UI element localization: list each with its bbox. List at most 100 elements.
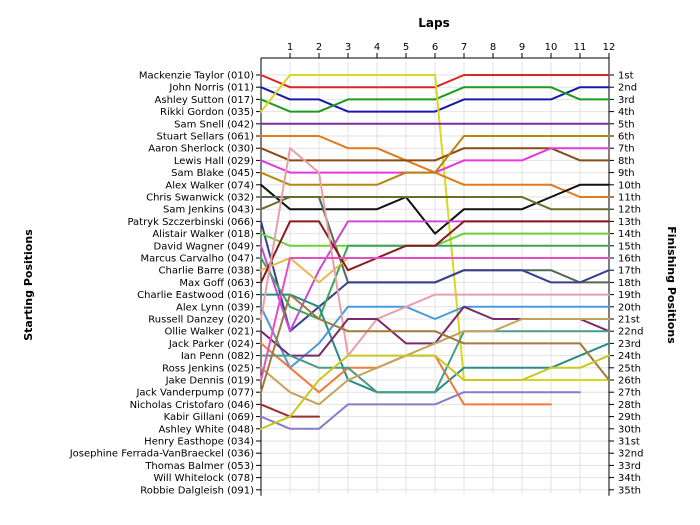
driver-label: Chris Swanwick (032): [146, 193, 254, 204]
driver-label: Robbie Dalgleish (091): [140, 485, 254, 496]
driver-label: Alistair Walker (018): [152, 229, 254, 240]
finishing-position-label: 20th: [618, 302, 641, 313]
driver-label: Alex Lynn (039): [176, 302, 254, 313]
driver-label: Patryk Szczerbinski (066): [127, 217, 254, 228]
driver-label: Marcus Carvalho (047): [141, 254, 255, 265]
driver-label: Sam Jenkins (043): [163, 205, 254, 216]
finishing-position-label: 18th: [618, 278, 641, 289]
finishing-position-label: 29th: [618, 412, 641, 423]
finishing-position-label: 21st: [618, 315, 640, 326]
x-tick-label: 3: [345, 42, 351, 53]
chart-title: Laps: [418, 16, 449, 30]
driver-label: Jake Dennis (019): [165, 376, 255, 387]
finishing-position-label: 30th: [618, 424, 641, 435]
y-axis-label-left: Starting Positions: [22, 229, 35, 341]
finishing-position-label: 16th: [618, 254, 641, 265]
driver-label: Sam Snell (042): [174, 119, 254, 130]
finishing-position-label: 5th: [618, 119, 635, 130]
series-line-25: [260, 318, 610, 406]
series-line-30: [260, 354, 610, 430]
finishing-position-label: 31st: [618, 437, 640, 448]
driver-label: Charlie Eastwood (016): [137, 290, 254, 301]
driver-label: John Norris (011): [168, 83, 254, 94]
driver-label: Ollie Walker (021): [165, 327, 255, 338]
x-tick-label: 2: [316, 42, 322, 53]
finishing-position-label: 10th: [618, 180, 641, 191]
driver-label: Russell Danzey (020): [148, 315, 254, 326]
finishing-position-label: 32nd: [618, 449, 643, 460]
series-line-27: [260, 293, 610, 394]
driver-label: Mackenzie Taylor (010): [139, 71, 254, 82]
driver-label: Lewis Hall (029): [174, 156, 254, 167]
x-tick-label: 6: [432, 42, 438, 53]
driver-label: Kabir Gillani (069): [164, 412, 254, 423]
series-line-24: [260, 330, 610, 394]
driver-label: Nicholas Cristofaro (046): [130, 400, 254, 411]
x-tick-label: 4: [374, 42, 380, 53]
finishing-position-label: 22nd: [618, 327, 643, 338]
driver-label: Alex Walker (074): [165, 180, 254, 191]
finishing-position-label: 11th: [618, 193, 641, 204]
driver-label: Ian Penn (082): [181, 351, 254, 362]
driver-label: Jack Vanderpump (077): [135, 388, 254, 399]
x-tick-label: 10: [545, 42, 558, 53]
y-axis-label-right: Finishing Positions: [665, 226, 678, 344]
series-line-21: [260, 147, 610, 357]
driver-label: Sam Blake (045): [171, 168, 254, 179]
finishing-position-label: 34th: [618, 473, 641, 484]
x-tick-label: 11: [574, 42, 587, 53]
driver-label: Charlie Barre (038): [159, 266, 255, 277]
finishing-position-label: 35th: [618, 485, 641, 496]
x-tick-label: 5: [403, 42, 409, 53]
series-line-26: [260, 257, 610, 381]
finishing-position-label: 28th: [618, 400, 641, 411]
series-line-3: [260, 86, 610, 113]
finishing-position-label: 4th: [618, 107, 635, 118]
finishing-position-label: 17th: [618, 266, 641, 277]
x-tick-label: 1: [287, 42, 293, 53]
finishing-position-label: 7th: [618, 144, 635, 155]
driver-label: Henry Easthope (034): [144, 437, 254, 448]
series-line-1: [260, 74, 610, 89]
x-tick-label: 7: [461, 42, 467, 53]
driver-label: David Wagner (049): [154, 241, 255, 252]
series-line-18: [260, 220, 610, 284]
x-tick-label: 9: [519, 42, 525, 53]
finishing-position-label: 6th: [618, 132, 635, 143]
driver-label: Jack Parker (024): [168, 339, 254, 350]
finishing-position-label: 24th: [618, 351, 641, 362]
x-tick-label: 12: [603, 42, 616, 53]
finishing-position-label: 25th: [618, 363, 641, 374]
series-line-2: [260, 86, 610, 113]
finishing-position-label: 1st: [618, 71, 634, 82]
driver-label: Ashley Sutton (017): [155, 95, 255, 106]
finishing-position-label: 26th: [618, 376, 641, 387]
finishing-position-label: 13th: [618, 217, 641, 228]
finishing-position-label: 27th: [618, 388, 641, 399]
series-line-9: [260, 135, 610, 186]
finishing-position-label: 15th: [618, 241, 641, 252]
finishing-position-label: 14th: [618, 229, 641, 240]
finishing-position-label: 23rd: [618, 339, 641, 350]
finishing-position-label: 19th: [618, 290, 641, 301]
finishing-position-label: 9th: [618, 168, 635, 179]
series-group: [260, 74, 610, 430]
driver-label: Max Goff (063): [179, 278, 254, 289]
series-line-4: [260, 74, 610, 381]
x-tick-label: 8: [490, 42, 496, 53]
driver-label: Rikki Gordon (035): [160, 107, 254, 118]
driver-label: Aaron Sherlock (030): [148, 144, 254, 155]
driver-label: Thomas Balmer (053): [144, 461, 254, 472]
finishing-position-label: 8th: [618, 156, 635, 167]
series-line-10: [260, 183, 610, 235]
driver-label: Ashley White (048): [158, 424, 254, 435]
driver-label: Will Whitelock (078): [153, 473, 254, 484]
driver-label: Stuart Sellars (061): [156, 132, 254, 143]
finishing-position-label: 2nd: [618, 83, 637, 94]
driver-label: Ross Jenkins (025): [162, 363, 254, 374]
driver-label: Josephine Ferrada-VanBraeckel (036): [69, 449, 254, 460]
finishing-position-label: 33rd: [618, 461, 641, 472]
series-line-29: [260, 391, 581, 430]
